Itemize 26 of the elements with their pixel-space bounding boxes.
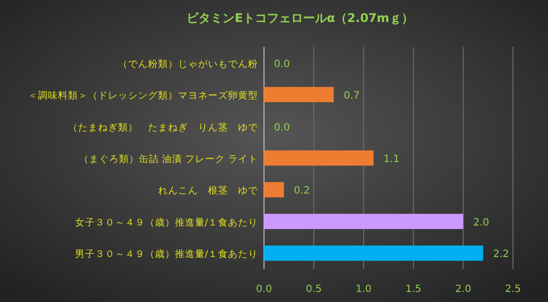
x-tick-label: 1.0 — [356, 284, 372, 295]
bar — [264, 214, 464, 230]
data-label: 0.7 — [344, 90, 360, 102]
chart-title: ビタミンEトコフェロールα（2.07mｇ） — [186, 11, 414, 25]
data-label: 1.1 — [384, 154, 400, 165]
y-tick-label: （まぐろ類）缶詰 油漬 フレーク ライト — [78, 153, 258, 165]
x-tick-label: 1.5 — [405, 284, 422, 295]
bar — [264, 182, 284, 198]
y-tick-label: （たまねぎ類） たまねぎ りん茎 ゆで — [68, 121, 259, 134]
data-label: 2.2 — [493, 249, 510, 260]
x-tick-label: 0.0 — [256, 284, 272, 295]
bar — [264, 150, 374, 166]
data-label: 0.2 — [294, 186, 310, 197]
bar — [264, 86, 334, 102]
y-tick-label: 男子３０～４９（歳）推進量/１食あたり — [74, 248, 258, 260]
data-label: 0.0 — [274, 122, 290, 134]
x-tick-label: 2.5 — [505, 284, 521, 295]
y-tick-label: （でん粉類）じゃがいもでん粉 — [118, 58, 258, 70]
x-tick-label: 0.5 — [306, 284, 322, 295]
y-tick-label: 女子３０～４９（歳）推進量/１食あたり — [74, 216, 258, 228]
data-label: 2.0 — [473, 217, 490, 228]
data-label: 0.0 — [274, 58, 290, 70]
y-tick-label: れんこん 根茎 ゆで — [158, 184, 259, 197]
x-tick-label: 2.0 — [455, 284, 472, 295]
y-tick-label: ＜調味料類＞（ドレッシング類）マヨネーズ卵黄型 — [28, 90, 258, 102]
bar — [264, 246, 484, 261]
